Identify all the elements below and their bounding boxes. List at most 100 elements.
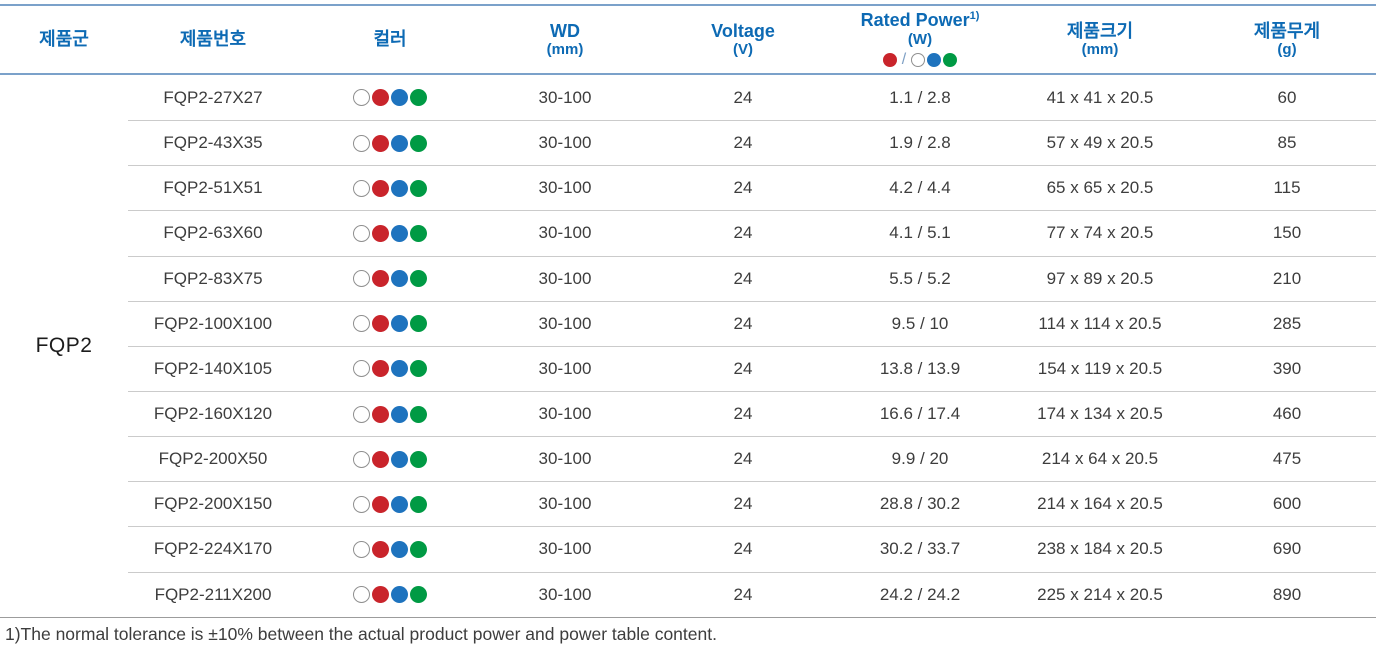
blue-dot-icon xyxy=(927,52,942,67)
red-dot-icon xyxy=(372,89,389,107)
voltage-cell: 24 xyxy=(733,87,753,107)
rated-power-cell: 13.8 / 13.9 xyxy=(838,345,1002,391)
green-dot-icon xyxy=(943,52,958,67)
blue-dot-icon xyxy=(391,450,408,468)
part-number-cell: FQP2-211X200 xyxy=(128,571,298,617)
red-dot-icon xyxy=(372,450,389,468)
size-cell: 41 x 41 x 20.5 xyxy=(1046,87,1154,107)
color-dots xyxy=(352,179,428,197)
color-dots-cell xyxy=(298,390,482,436)
voltage-cell: 24 xyxy=(648,571,838,617)
header-voltage: Voltage (V) xyxy=(648,6,838,75)
weight-cell: 890 xyxy=(1198,571,1376,617)
header-color: 컬러 xyxy=(298,6,482,75)
header-wd-unit: (mm) xyxy=(546,41,584,59)
red-dot-icon xyxy=(372,179,389,197)
voltage-cell: 24 xyxy=(648,345,838,391)
white-dot-icon xyxy=(353,360,370,378)
part-number-cell: FQP2-51X51 xyxy=(128,165,298,210)
green-dot-icon xyxy=(410,495,427,513)
weight-cell: 460 xyxy=(1198,390,1376,436)
header-size: 제품크기 (mm) xyxy=(1002,6,1198,75)
voltage-cell: 24 xyxy=(648,526,838,571)
rated-power-cell: 28.8 / 30.2 xyxy=(838,481,1002,526)
color-dots xyxy=(352,495,428,513)
white-dot-icon xyxy=(353,540,370,558)
header-color-label: 컬러 xyxy=(373,29,407,50)
blue-dot-icon xyxy=(391,224,408,242)
wd-cell: 30-100 xyxy=(482,345,648,391)
footnote: 1)The normal tolerance is ±10% between t… xyxy=(0,616,1376,645)
part-number-cell: FQP2-160X120 xyxy=(128,390,298,436)
rated-power-cell: 1.9 / 2.8 xyxy=(838,120,1002,165)
header-weight-unit: (g) xyxy=(1277,41,1297,59)
rated-power-cell: 4.2 / 4.4 xyxy=(838,165,1002,210)
voltage-cell: 24 xyxy=(648,255,838,301)
white-dot-icon xyxy=(353,586,370,604)
part-number-cell: FQP2-27X27 xyxy=(163,87,263,107)
color-dots xyxy=(352,405,428,423)
color-dots xyxy=(352,540,428,558)
green-dot-icon xyxy=(410,360,427,378)
size-cell: 174 x 134 x 20.5 xyxy=(1002,390,1198,436)
header-weight-label: 제품무게 xyxy=(1253,20,1321,41)
weight-cell: 60 xyxy=(1277,87,1297,107)
size-cell: 154 x 119 x 20.5 xyxy=(1002,345,1198,391)
weight-cell: 85 xyxy=(1198,120,1376,165)
legend-slash: / xyxy=(901,50,907,68)
voltage-cell: 24 xyxy=(648,165,838,210)
product-spec-table: 제품군 제품번호 컬러 WD (mm) Voltage (V) Rated Po… xyxy=(0,4,1376,617)
red-dot-icon xyxy=(372,586,389,604)
blue-dot-icon xyxy=(391,540,408,558)
part-number-cell: FQP2-63X60 xyxy=(128,210,298,255)
color-dots xyxy=(352,360,428,378)
footnote-text: 1)The normal tolerance is ±10% between t… xyxy=(5,623,717,644)
green-dot-icon xyxy=(410,224,427,242)
voltage-cell: 24 xyxy=(648,390,838,436)
part-number-cell: FQP2-100X100 xyxy=(128,300,298,346)
red-dot-icon xyxy=(372,315,389,333)
header-weight: 제품무게 (g) xyxy=(1198,6,1376,75)
header-size-unit: (mm) xyxy=(1081,41,1119,59)
wd-cell: 30-100 xyxy=(538,87,592,107)
green-dot-icon xyxy=(410,134,427,152)
green-dot-icon xyxy=(410,540,427,558)
white-dot-icon xyxy=(353,224,370,242)
voltage-cell: 24 xyxy=(648,210,838,255)
wd-cell: 30-100 xyxy=(482,120,648,165)
white-dot-icon xyxy=(353,450,370,468)
rated-power-cell: 9.9 / 20 xyxy=(838,436,1002,481)
white-dot-icon xyxy=(353,89,370,107)
green-dot-icon xyxy=(410,450,427,468)
voltage-cell: 24 xyxy=(648,436,838,481)
wd-cell: 30-100 xyxy=(482,300,648,346)
blue-dot-icon xyxy=(391,315,408,333)
rated-power-text: Rated Power xyxy=(860,9,970,30)
white-dot-icon xyxy=(353,405,370,423)
weight-cell: 115 xyxy=(1198,165,1376,210)
header-rated-power: Rated Power1) (W) / xyxy=(838,6,1002,75)
blue-dot-icon xyxy=(391,89,408,107)
white-dot-icon xyxy=(353,134,370,152)
wd-cell: 30-100 xyxy=(482,210,648,255)
part-number-cell: FQP2-43X35 xyxy=(128,120,298,165)
size-cell: 77 x 74 x 20.5 xyxy=(1002,210,1198,255)
color-dots-cell xyxy=(298,481,482,526)
size-cell: 114 x 114 x 20.5 xyxy=(1002,300,1198,346)
wd-cell: 30-100 xyxy=(482,481,648,526)
wd-cell: 30-100 xyxy=(482,390,648,436)
green-dot-icon xyxy=(410,89,427,107)
header-voltage-label: Voltage xyxy=(711,20,775,41)
green-dot-icon xyxy=(410,315,427,333)
size-cell: 214 x 64 x 20.5 xyxy=(1002,436,1198,481)
blue-dot-icon xyxy=(391,134,408,152)
red-dot-icon xyxy=(882,52,897,67)
color-dots-cell xyxy=(298,120,482,165)
color-dots-cell xyxy=(298,75,482,120)
green-dot-icon xyxy=(410,179,427,197)
size-cell: 97 x 89 x 20.5 xyxy=(1002,255,1198,301)
blue-dot-icon xyxy=(391,270,408,288)
rated-power-cell: 24.2 / 24.2 xyxy=(838,571,1002,617)
red-dot-icon xyxy=(372,495,389,513)
